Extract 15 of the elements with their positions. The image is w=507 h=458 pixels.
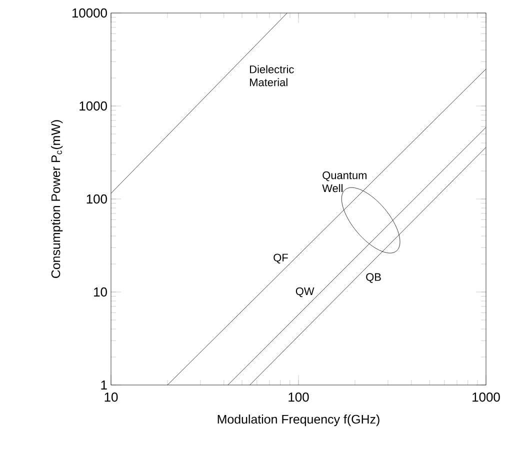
y-tick-label: 1 — [101, 380, 107, 390]
x-axis-title: Modulation Frequency f(GHz) — [218, 414, 380, 426]
series-label: QB — [366, 273, 381, 283]
y-tick-label: 10000 — [72, 8, 107, 18]
series-label: QF — [274, 254, 288, 264]
y-tick-label: 1000 — [80, 101, 107, 111]
x-tick-label: 1000 — [472, 392, 500, 402]
y-tick-label: 100 — [86, 194, 107, 204]
x-tick-label: 100 — [288, 392, 309, 402]
y-tick-label: 10 — [94, 287, 107, 297]
series-label: Dielectric Material — [250, 65, 294, 86]
series-label: QW — [296, 287, 314, 298]
y-axis-title: Consumption Power P$_{c}$(mW) — [51, 120, 63, 278]
annotation: Quantum Well — [322, 171, 366, 192]
x-tick-label: 10 — [104, 392, 118, 402]
